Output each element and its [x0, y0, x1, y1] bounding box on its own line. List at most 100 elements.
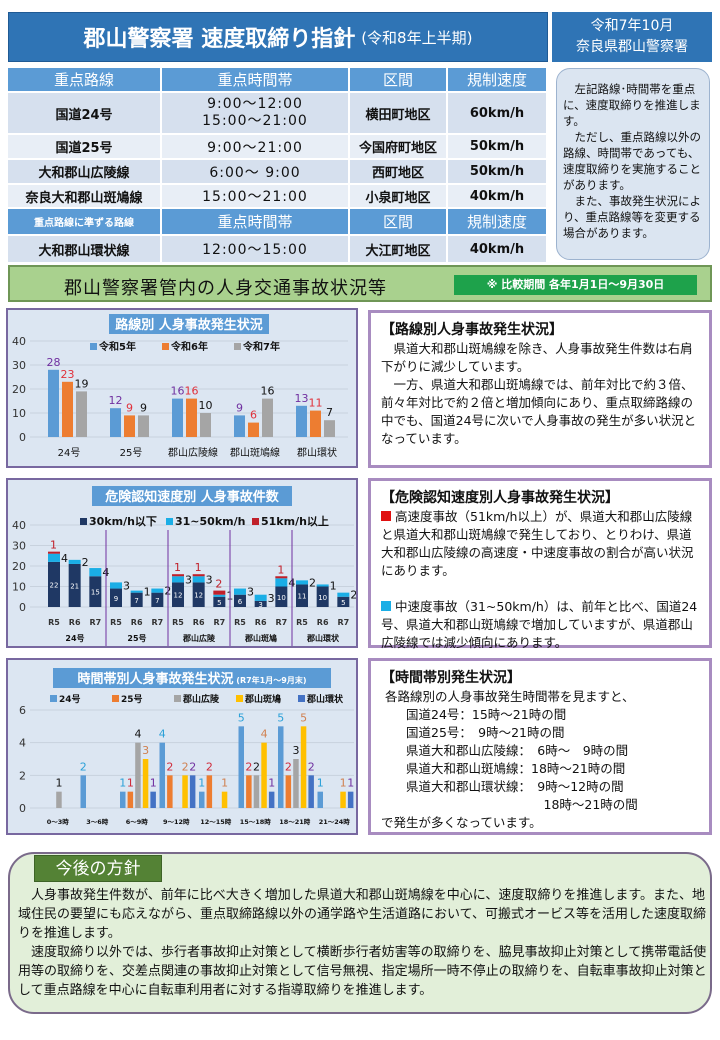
bar: [308, 775, 314, 808]
col-header: 規制速度: [448, 68, 548, 91]
bar: [310, 410, 321, 437]
legend-label: 25号: [121, 694, 143, 705]
bar-segment: [172, 576, 184, 583]
data-label: 9: [236, 401, 243, 414]
data-label: 7: [326, 406, 333, 419]
time-text-panel: 【時間帯別発生状況】 各路線別の人身事故発生時間帯を見ますと、 国道24号：15…: [368, 658, 712, 835]
bar-segment: [316, 584, 329, 587]
x-tick-label: 郡山斑鳩線: [230, 446, 280, 459]
bar-segment: [234, 594, 246, 607]
issue-date: 令和7年10月: [590, 18, 674, 34]
red-square-icon: [381, 511, 391, 521]
legend-label: 郡山環状: [306, 693, 344, 705]
y-tick-label: 0: [19, 601, 26, 614]
data-label: 5: [277, 711, 284, 724]
bar: [62, 381, 73, 437]
x-tick-label: R7: [337, 618, 349, 627]
cell-area: 横田町地区: [350, 93, 448, 133]
x-tick-label: 25号: [120, 447, 143, 459]
legend-label: 郡山広陵: [182, 693, 220, 705]
speed-chart: 0 10 20 30 40 危険認知速度別 人身事故件数 30km/h以下 31~50km/h…: [6, 478, 358, 648]
x-tick-label: 9～12時: [163, 817, 190, 826]
y-tick-label: 30: [12, 359, 26, 372]
legend-label: 31~50km/h: [175, 515, 245, 528]
data-label: 1: [317, 777, 324, 790]
x-tick-label: R6: [131, 618, 143, 627]
bar: [199, 791, 205, 808]
col-header: 重点時間帯: [162, 209, 350, 234]
section-banner: 郡山警察署管内の人身交通事故状況等 ※ 比較期間 各年1月1日～9月30日: [8, 265, 712, 302]
y-tick-label: 10: [12, 581, 26, 594]
data-label: 10: [199, 399, 213, 412]
cell-time: 6:00～ 9:00: [162, 160, 350, 183]
title-text: 郡山警察署 速度取締り指針: [83, 27, 356, 52]
legend-swatch: [50, 695, 57, 702]
cell-area: 西町地区: [350, 160, 448, 183]
bar: [80, 775, 86, 808]
legend-swatch: [236, 695, 243, 702]
bar: [76, 391, 87, 437]
chart-title-box: [92, 486, 292, 506]
group-label: 25号: [127, 634, 146, 643]
cyan-square-icon: [381, 601, 391, 611]
data-label: 1: [277, 563, 284, 576]
cell-route: 奈良大和郡山斑鳩線: [8, 185, 162, 207]
bar: [317, 791, 323, 808]
data-label: 16: [185, 385, 199, 398]
panel-heading: 【危険認知速度別人身事故発生状況】: [381, 490, 619, 506]
bar: [200, 413, 211, 437]
data-label: 1: [56, 777, 63, 790]
table-row: 国道25号 9:00～21:00 今国府町地区 50km/h: [8, 135, 548, 158]
bar-segment: [110, 588, 122, 607]
data-label: 2: [285, 760, 292, 773]
data-label: 16: [171, 385, 185, 398]
data-label: 21: [70, 582, 79, 590]
y-tick-label: 20: [12, 383, 26, 396]
bar-segment: [192, 582, 205, 607]
cell-speed: 40km/h: [448, 236, 548, 262]
x-tick-label: R7: [275, 618, 287, 627]
priority-table: 重点路線 重点時間帯 区間 規制速度 国道24号 9:00～12:00 15:00～21…: [8, 66, 548, 264]
data-label: 3: [268, 592, 275, 605]
bar-segment: [296, 580, 308, 585]
table-row: 大和郡山広陵線 6:00～ 9:00 西町地区 50km/h: [8, 160, 548, 183]
data-label: 4: [159, 728, 166, 741]
legend-label: 令和5年: [98, 340, 136, 353]
bar: [347, 791, 354, 808]
data-label: 7: [155, 597, 159, 605]
data-label: 9: [140, 401, 147, 414]
data-label: 5: [238, 711, 245, 724]
y-tick-label: 0: [19, 802, 26, 815]
data-label: 1: [50, 539, 57, 552]
bar: [159, 742, 165, 808]
y-tick-label: 2: [19, 769, 26, 782]
data-label: 1: [195, 561, 202, 574]
data-label: 19: [75, 377, 89, 390]
data-label: 4: [135, 728, 142, 741]
bar: [138, 415, 149, 437]
data-label: 3: [123, 579, 130, 592]
bar: [300, 726, 307, 808]
speed-text-panel: 【危険認知速度別人身事故発生状況】 高速度事故（51km/h以上）が、県道大和郡山…: [368, 478, 712, 650]
x-tick-label: 15～18時: [240, 817, 272, 826]
x-tick-label: 24号: [58, 447, 81, 459]
data-label: 2: [206, 760, 213, 773]
bar-segment: [89, 576, 102, 607]
data-label: 1: [174, 561, 181, 574]
bar-segment: [151, 592, 164, 607]
bar-segment: [68, 559, 81, 564]
table-row: 大和郡山環状線 12:00～15:00 大江町地区 40km/h: [8, 236, 548, 262]
data-label: 1: [127, 777, 134, 790]
data-label: 12: [174, 592, 183, 600]
data-label: 23: [61, 368, 75, 381]
legend-swatch: [112, 695, 119, 702]
y-tick-label: 0: [19, 431, 26, 444]
data-label: 3: [247, 586, 254, 599]
x-tick-label: 12～15時: [200, 817, 232, 826]
x-tick-label: R6: [317, 618, 329, 627]
speed-chart-svg: 0 10 20 30 40 危険認知速度別 人身事故件数 30km/h以下 31~50km/h…: [12, 486, 357, 646]
y-tick-label: 10: [12, 407, 26, 420]
data-label: 11: [298, 593, 307, 601]
x-tick-label: R6: [255, 618, 267, 627]
